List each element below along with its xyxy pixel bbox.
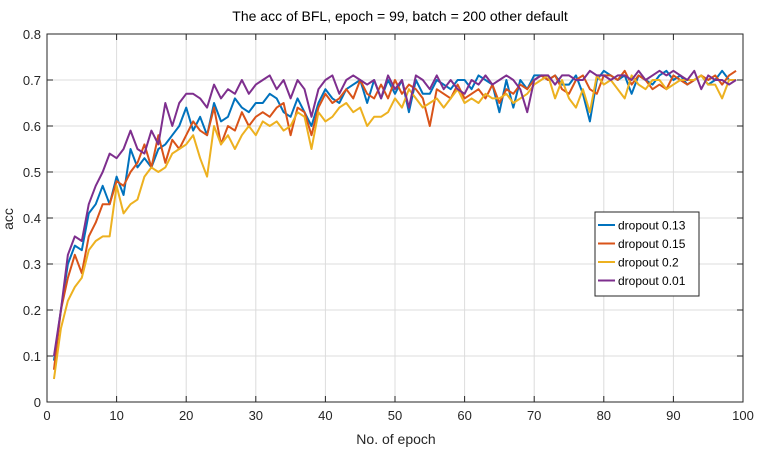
y-tick-label: 0.2 xyxy=(23,303,41,318)
y-tick-label: 0.1 xyxy=(23,349,41,364)
legend-label: dropout 0.01 xyxy=(618,274,686,288)
legend-label: dropout 0.2 xyxy=(618,256,679,270)
x-tick-label: 40 xyxy=(318,408,332,423)
x-tick-label: 20 xyxy=(179,408,193,423)
x-tick-label: 60 xyxy=(457,408,471,423)
x-tick-label: 80 xyxy=(597,408,611,423)
y-tick-label: 0.5 xyxy=(23,165,41,180)
series-lines xyxy=(52,69,737,380)
x-tick-label: 10 xyxy=(109,408,123,423)
grid xyxy=(47,34,743,402)
ticks: 0 10 20 30 40 50 60 70 80 90 100 0 0.1 0.2 0.3 0.4 0.5 0.… xyxy=(23,27,754,423)
x-tick-label: 100 xyxy=(732,408,754,423)
chart-title: The acc of BFL, epoch = 99, batch = 200 … xyxy=(232,8,568,24)
legend-label: dropout 0.15 xyxy=(618,237,686,251)
series-line-dropout-0-2 xyxy=(52,74,737,380)
series-line-dropout-0-15 xyxy=(52,69,737,370)
y-tick-label: 0.4 xyxy=(23,211,41,226)
y-tick-label: 0.3 xyxy=(23,257,41,272)
y-tick-label: 0 xyxy=(34,395,41,410)
y-tick-label: 0.8 xyxy=(23,27,41,42)
x-tick-label: 30 xyxy=(249,408,263,423)
legend-label: dropout 0.13 xyxy=(618,219,686,233)
x-tick-label: 50 xyxy=(388,408,402,423)
x-tick-label: 90 xyxy=(666,408,680,423)
x-tick-label: 70 xyxy=(527,408,541,423)
x-tick-label: 0 xyxy=(43,408,50,423)
y-tick-label: 0.7 xyxy=(23,73,41,88)
y-tick-label: 0.6 xyxy=(23,119,41,134)
legend: dropout 0.13 dropout 0.15 dropout 0.2 dropo… xyxy=(594,211,700,297)
y-axis-label: acc xyxy=(0,208,16,230)
x-axis-label: No. of epoch xyxy=(356,431,435,447)
series-line-dropout-0-01 xyxy=(52,69,737,357)
series-line-dropout-0-13 xyxy=(52,69,737,361)
